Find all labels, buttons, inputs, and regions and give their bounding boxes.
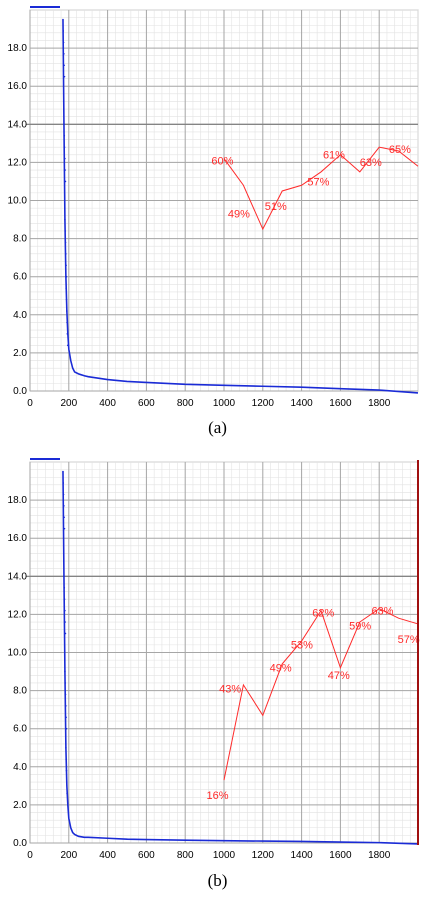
y-tick-label: 6.0 (13, 272, 27, 283)
y-tick-label: 8.0 (13, 686, 27, 697)
x-tick-label: 0 (27, 398, 33, 409)
x-tick-label: 1000 (213, 398, 236, 409)
series-percent-line (223, 146, 419, 231)
annotation-label: 16% (207, 790, 229, 802)
x-tick-label: 1400 (290, 850, 313, 861)
x-tick-label: 1400 (290, 398, 313, 409)
annotation-label: 43% (219, 684, 241, 696)
annotation-label: 47% (328, 670, 350, 682)
chart-b: 0 200 400 600 800 1000 1200 1400 1600 1800 0.0 2.0 4… (8, 458, 420, 861)
y-tick-label: 12.0 (8, 609, 28, 620)
y-tick-label: 14.0 (8, 571, 28, 582)
y-tick-label: 16.0 (8, 533, 28, 544)
y-tick-label: 12.0 (8, 157, 28, 168)
y-tick-label: 16.0 (8, 81, 28, 92)
major-grid (26, 462, 418, 844)
y-tick-label: 10.0 (8, 648, 28, 659)
y-tick-label: 2.0 (13, 348, 27, 359)
annotation-label: 49% (270, 663, 292, 675)
x-tick-label: 800 (177, 850, 194, 861)
y-tick-label: 6.0 (13, 724, 27, 735)
y-tick-label: 4.0 (13, 310, 27, 321)
series-decay-line (62, 19, 419, 394)
series-decay-line (62, 471, 419, 845)
x-tick-label: 200 (60, 850, 77, 861)
y-tick-label: 2.0 (13, 800, 27, 811)
x-tick-label: 1600 (329, 850, 352, 861)
major-grid (26, 10, 418, 392)
x-tick-label: 1800 (368, 398, 391, 409)
x-tick-label: 0 (27, 850, 33, 861)
series-percent-line (223, 608, 419, 781)
x-tick-label: 1200 (252, 398, 275, 409)
annotation-label: 63% (371, 605, 393, 617)
annotation-label: 53% (291, 640, 313, 652)
x-tick-label: 400 (99, 850, 116, 861)
x-tick-label: 600 (138, 398, 155, 409)
x-tick-label: 800 (177, 398, 194, 409)
annotation-label: 51% (265, 201, 287, 213)
annotation-label: 62% (312, 607, 334, 619)
y-tick-label: 18.0 (8, 495, 28, 506)
y-tick-label: 0.0 (13, 838, 27, 849)
y-tick-label: 0.0 (13, 386, 27, 397)
annotation-label: 60% (211, 155, 233, 167)
annotation-label: 61% (323, 150, 345, 162)
x-tick-label: 1600 (329, 398, 352, 409)
annotation-label: 59% (349, 621, 371, 633)
x-tick-label: 1200 (252, 850, 275, 861)
annotation-label: 57% (307, 176, 329, 188)
x-tick-label: 200 (60, 398, 77, 409)
annotation-label: 65% (389, 144, 411, 156)
chart-a: 0 200 400 600 800 1000 1200 1400 1600 1800 0.0 2.0 4… (8, 6, 419, 409)
annotation-label: 63% (360, 157, 382, 169)
annotation-label: 57% (398, 634, 420, 646)
y-tick-label: 8.0 (13, 234, 27, 245)
y-tick-label: 10.0 (8, 196, 28, 207)
x-tick-label: 600 (138, 850, 155, 861)
y-tick-label: 14.0 (8, 119, 28, 130)
x-tick-label: 1000 (213, 850, 236, 861)
annotation-label: 49% (228, 209, 250, 221)
y-tick-label: 4.0 (13, 762, 27, 773)
panel-label-b: (b) (207, 871, 228, 890)
x-tick-label: 400 (99, 398, 116, 409)
panel-label-a: (a) (208, 418, 227, 437)
x-tick-label: 1800 (368, 850, 391, 861)
y-tick-label: 18.0 (8, 43, 28, 54)
